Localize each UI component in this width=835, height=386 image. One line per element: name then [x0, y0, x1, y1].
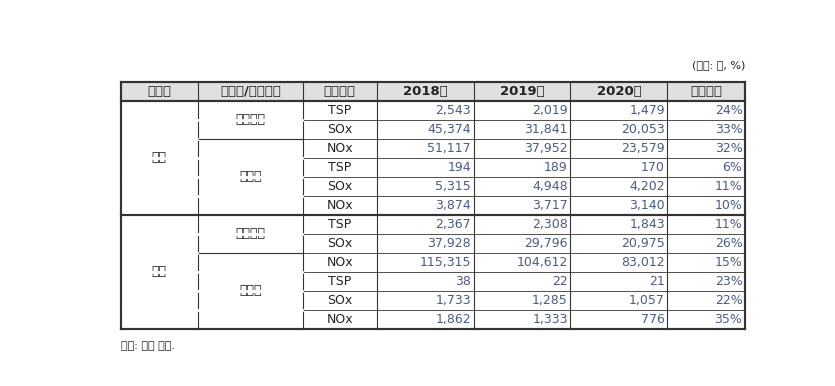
Text: SOx: SOx: [327, 294, 352, 307]
Bar: [120, 139, 745, 158]
Text: 2020년: 2020년: [596, 85, 641, 98]
Text: 15%: 15%: [715, 256, 742, 269]
Text: 23,579: 23,579: [621, 142, 665, 155]
Text: 170: 170: [641, 161, 665, 174]
Text: 20,975: 20,975: [621, 237, 665, 250]
Text: 배출물질: 배출물질: [324, 85, 356, 98]
Text: 5,315: 5,315: [435, 180, 471, 193]
Text: 1,479: 1,479: [630, 104, 665, 117]
Text: 비수도권: 비수도권: [235, 227, 266, 240]
Text: 189: 189: [544, 161, 568, 174]
Text: TSP: TSP: [328, 275, 352, 288]
Text: 104,612: 104,612: [517, 256, 568, 269]
Text: 2,308: 2,308: [532, 218, 568, 231]
Text: 37,952: 37,952: [524, 142, 568, 155]
Text: 4,202: 4,202: [630, 180, 665, 193]
Text: 자료: 저자 작성.: 자료: 저자 작성.: [120, 340, 175, 350]
Text: SOx: SOx: [327, 237, 352, 250]
Text: 3,874: 3,874: [435, 199, 471, 212]
Text: 32%: 32%: [715, 142, 742, 155]
Text: 37,928: 37,928: [428, 237, 471, 250]
Text: NOx: NOx: [326, 313, 353, 326]
Text: 2,367: 2,367: [435, 218, 471, 231]
Text: 부문별: 부문별: [147, 85, 171, 98]
Text: 수도권: 수도권: [240, 284, 261, 297]
Text: 1,285: 1,285: [532, 294, 568, 307]
Text: TSP: TSP: [328, 104, 352, 117]
Text: 3,140: 3,140: [630, 199, 665, 212]
Text: 6%: 6%: [722, 161, 742, 174]
Bar: [120, 196, 745, 215]
Text: 29,796: 29,796: [524, 237, 568, 250]
Text: 26%: 26%: [715, 237, 742, 250]
Text: 1,733: 1,733: [435, 294, 471, 307]
Bar: [120, 158, 745, 177]
Text: 감축비율: 감축비율: [691, 85, 722, 98]
Text: 45,374: 45,374: [428, 123, 471, 136]
Text: 21: 21: [649, 275, 665, 288]
Text: 22: 22: [552, 275, 568, 288]
Text: 4,948: 4,948: [532, 180, 568, 193]
Text: 10%: 10%: [715, 199, 742, 212]
Text: 2018년: 2018년: [402, 85, 448, 98]
Text: 20,053: 20,053: [621, 123, 665, 136]
Text: 산업: 산업: [152, 265, 167, 278]
Text: (단위: 톤, %): (단위: 톤, %): [691, 60, 745, 70]
Text: 115,315: 115,315: [419, 256, 471, 269]
Text: 1,057: 1,057: [629, 294, 665, 307]
Bar: [120, 291, 745, 310]
Text: 24%: 24%: [715, 104, 742, 117]
Bar: [120, 82, 745, 101]
Text: SOx: SOx: [327, 123, 352, 136]
Text: 수도권/비수도권: 수도권/비수도권: [220, 85, 281, 98]
Text: 11%: 11%: [715, 218, 742, 231]
Text: NOx: NOx: [326, 142, 353, 155]
Text: 194: 194: [448, 161, 471, 174]
Bar: [120, 215, 745, 234]
Bar: [120, 120, 745, 139]
Text: 51,117: 51,117: [428, 142, 471, 155]
Text: 33%: 33%: [715, 123, 742, 136]
Text: NOx: NOx: [326, 199, 353, 212]
Bar: [120, 234, 745, 253]
Text: 1,862: 1,862: [435, 313, 471, 326]
Bar: [120, 272, 745, 291]
Text: 비수도권: 비수도권: [235, 113, 266, 127]
Text: 35%: 35%: [715, 313, 742, 326]
Text: 31,841: 31,841: [524, 123, 568, 136]
Text: 2,543: 2,543: [435, 104, 471, 117]
Text: SOx: SOx: [327, 180, 352, 193]
Text: 2,019: 2,019: [532, 104, 568, 117]
Text: TSP: TSP: [328, 218, 352, 231]
Text: 38: 38: [455, 275, 471, 288]
Text: 22%: 22%: [715, 294, 742, 307]
Text: 83,012: 83,012: [621, 256, 665, 269]
Text: 11%: 11%: [715, 180, 742, 193]
Text: 776: 776: [641, 313, 665, 326]
Bar: [120, 253, 745, 272]
Text: 2019년: 2019년: [499, 85, 544, 98]
Text: 1,333: 1,333: [533, 313, 568, 326]
Bar: [120, 101, 745, 120]
Text: 수도권: 수도권: [240, 170, 261, 183]
Text: 발전: 발전: [152, 151, 167, 164]
Text: 1,843: 1,843: [630, 218, 665, 231]
Text: 3,717: 3,717: [532, 199, 568, 212]
Bar: [120, 177, 745, 196]
Bar: [120, 310, 745, 328]
Text: TSP: TSP: [328, 161, 352, 174]
Text: NOx: NOx: [326, 256, 353, 269]
Text: 23%: 23%: [715, 275, 742, 288]
